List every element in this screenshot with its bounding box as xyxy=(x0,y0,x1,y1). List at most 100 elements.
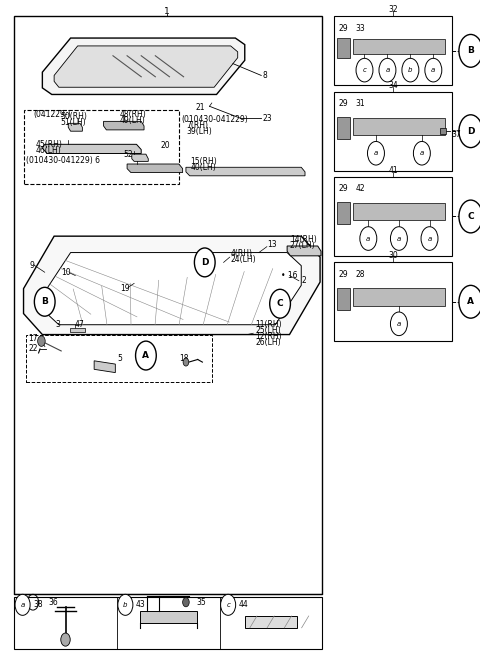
Text: 4(RH): 4(RH) xyxy=(231,249,252,258)
Text: b: b xyxy=(123,602,128,608)
FancyBboxPatch shape xyxy=(245,616,297,628)
Text: 20: 20 xyxy=(160,141,169,150)
Polygon shape xyxy=(132,154,148,161)
Text: 29: 29 xyxy=(339,184,348,194)
FancyBboxPatch shape xyxy=(336,39,350,58)
Text: 18: 18 xyxy=(179,354,188,363)
Text: 41: 41 xyxy=(388,166,398,175)
Text: 48(RH): 48(RH) xyxy=(120,110,147,119)
Text: 3: 3 xyxy=(56,320,60,329)
Text: c: c xyxy=(226,602,230,608)
Circle shape xyxy=(356,58,373,82)
Text: 46(LH): 46(LH) xyxy=(36,146,61,155)
Text: a: a xyxy=(431,67,435,73)
Text: A: A xyxy=(143,351,149,360)
Text: C: C xyxy=(468,212,474,221)
Text: B: B xyxy=(41,297,48,306)
Circle shape xyxy=(360,227,377,251)
Text: 31: 31 xyxy=(355,99,365,108)
Text: (010430-041229) 6: (010430-041229) 6 xyxy=(26,156,100,165)
Circle shape xyxy=(425,58,442,82)
FancyBboxPatch shape xyxy=(353,118,445,135)
Polygon shape xyxy=(54,46,238,87)
Polygon shape xyxy=(104,121,144,130)
Text: 40(LH): 40(LH) xyxy=(191,163,216,172)
FancyBboxPatch shape xyxy=(336,117,350,139)
Polygon shape xyxy=(24,236,320,335)
Text: 28: 28 xyxy=(355,270,365,279)
Text: 24(LH): 24(LH) xyxy=(231,255,256,264)
Circle shape xyxy=(61,633,70,646)
FancyBboxPatch shape xyxy=(14,16,323,594)
Polygon shape xyxy=(186,167,305,176)
Circle shape xyxy=(379,58,396,82)
Text: b: b xyxy=(408,67,413,73)
Text: 27(LH): 27(LH) xyxy=(290,241,315,250)
Circle shape xyxy=(37,336,45,346)
Text: 44: 44 xyxy=(239,600,248,609)
Circle shape xyxy=(183,358,189,366)
Text: 45(RH): 45(RH) xyxy=(36,140,63,149)
Circle shape xyxy=(270,289,290,318)
Text: 50(RH): 50(RH) xyxy=(60,112,87,121)
Circle shape xyxy=(402,58,419,82)
Text: 2: 2 xyxy=(301,276,306,285)
Text: 29: 29 xyxy=(339,24,348,33)
Text: 13: 13 xyxy=(267,240,277,249)
Circle shape xyxy=(118,594,133,615)
Polygon shape xyxy=(42,38,245,94)
Text: 19: 19 xyxy=(120,284,130,293)
FancyBboxPatch shape xyxy=(334,16,452,85)
Text: 30: 30 xyxy=(388,251,398,260)
Polygon shape xyxy=(42,144,141,154)
Circle shape xyxy=(15,594,30,615)
Circle shape xyxy=(459,115,480,148)
Text: a: a xyxy=(366,236,371,241)
Text: 8: 8 xyxy=(263,71,267,80)
Text: 26(LH): 26(LH) xyxy=(255,338,281,347)
Text: 51(LH): 51(LH) xyxy=(60,118,86,127)
Text: (010430-041229): (010430-041229) xyxy=(181,115,248,124)
Circle shape xyxy=(421,227,438,251)
Text: 29: 29 xyxy=(339,270,348,279)
FancyBboxPatch shape xyxy=(140,611,196,623)
Text: a: a xyxy=(21,602,24,608)
Circle shape xyxy=(390,227,408,251)
Text: 1: 1 xyxy=(164,7,170,16)
Text: 22: 22 xyxy=(28,344,38,353)
Polygon shape xyxy=(45,253,301,325)
Text: a: a xyxy=(420,150,424,156)
FancyBboxPatch shape xyxy=(14,597,323,649)
FancyBboxPatch shape xyxy=(334,92,452,171)
FancyBboxPatch shape xyxy=(353,289,445,306)
Text: 9: 9 xyxy=(29,260,34,270)
Text: 33: 33 xyxy=(355,24,365,33)
FancyBboxPatch shape xyxy=(336,287,350,310)
Polygon shape xyxy=(70,328,85,332)
Text: c: c xyxy=(362,67,366,73)
Circle shape xyxy=(413,142,431,165)
Text: C: C xyxy=(277,299,283,308)
Circle shape xyxy=(135,341,156,370)
Circle shape xyxy=(182,598,189,607)
Text: D: D xyxy=(467,127,474,136)
Text: 15(RH): 15(RH) xyxy=(191,157,217,166)
Text: a: a xyxy=(427,236,432,241)
Text: 38: 38 xyxy=(33,600,43,609)
Circle shape xyxy=(221,594,236,615)
Circle shape xyxy=(459,200,480,233)
Text: 35: 35 xyxy=(196,598,206,607)
Polygon shape xyxy=(42,51,245,102)
Circle shape xyxy=(368,142,384,165)
Text: a: a xyxy=(397,321,401,327)
Text: 37: 37 xyxy=(452,130,462,139)
Text: a: a xyxy=(374,150,378,156)
Text: D: D xyxy=(201,258,208,267)
FancyBboxPatch shape xyxy=(334,177,452,256)
Circle shape xyxy=(194,248,215,277)
Text: 5: 5 xyxy=(118,354,122,363)
Text: 52: 52 xyxy=(124,150,133,159)
Circle shape xyxy=(35,287,55,316)
Text: A: A xyxy=(467,297,474,306)
Text: 29: 29 xyxy=(339,99,348,108)
